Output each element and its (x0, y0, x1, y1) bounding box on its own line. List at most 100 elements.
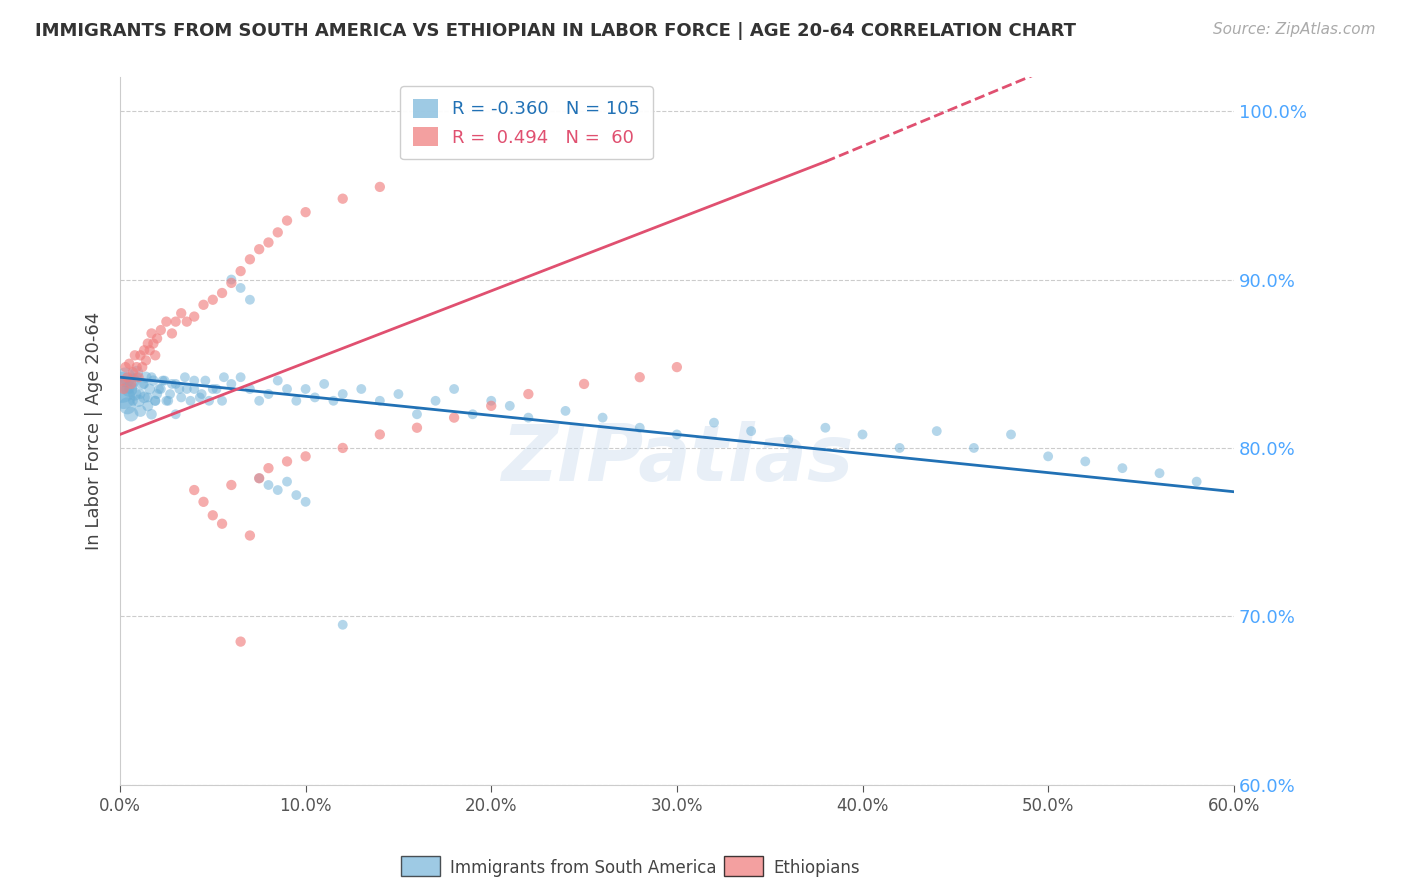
Point (141, 370, 163, 384)
Point (129, 348, 152, 362)
Point (461, 407, 484, 421)
Point (276, 382, 298, 396)
Point (406, 421, 429, 435)
Point (135, 370, 157, 384)
Point (118, 357, 141, 371)
Point (136, 399, 159, 413)
Point (294, 495, 316, 509)
Point (157, 393, 180, 408)
Point (257, 235, 280, 250)
Y-axis label: In Labor Force | Age 20-64: In Labor Force | Age 20-64 (86, 312, 103, 550)
Point (229, 370, 252, 384)
Text: Source: ZipAtlas.com: Source: ZipAtlas.com (1212, 22, 1375, 37)
Point (176, 382, 198, 396)
Point (124, 348, 146, 362)
Point (1111, 461, 1133, 475)
Point (332, 441, 354, 455)
Point (201, 382, 224, 396)
Point (479, 399, 502, 413)
Point (136, 391, 159, 405)
Point (703, 416, 725, 430)
Point (148, 382, 170, 396)
Point (425, 393, 447, 408)
Point (294, 205, 316, 219)
Point (114, 360, 136, 375)
Point (1185, 475, 1208, 489)
Point (285, 488, 308, 502)
Point (132, 391, 155, 405)
Point (183, 382, 205, 396)
Point (124, 387, 146, 401)
Point (193, 298, 215, 312)
Point (889, 441, 911, 455)
Point (117, 399, 139, 413)
Point (1074, 454, 1097, 468)
Point (851, 427, 873, 442)
Point (479, 393, 502, 408)
Point (406, 407, 429, 421)
Point (155, 393, 177, 408)
Point (152, 374, 174, 388)
Point (201, 293, 224, 307)
Point (118, 382, 141, 396)
Point (1000, 427, 1022, 442)
Point (229, 634, 252, 648)
Point (205, 382, 228, 396)
Point (740, 424, 762, 438)
Point (174, 370, 197, 384)
Point (572, 376, 595, 391)
Point (368, 180, 391, 194)
Point (170, 306, 193, 320)
Point (112, 382, 135, 396)
Point (239, 528, 262, 542)
Point (332, 387, 354, 401)
Point (142, 374, 165, 388)
Point (267, 483, 290, 497)
Point (132, 343, 155, 358)
Point (665, 427, 688, 442)
Point (665, 360, 688, 375)
Point (257, 478, 280, 492)
Point (350, 382, 373, 396)
Point (247, 242, 270, 256)
Point (183, 483, 205, 497)
Point (304, 391, 326, 405)
Point (179, 393, 201, 408)
Point (120, 407, 142, 421)
Text: Immigrants from South America: Immigrants from South America (450, 859, 717, 877)
Point (142, 336, 165, 351)
Point (294, 382, 316, 396)
Point (165, 407, 187, 421)
Point (141, 326, 163, 341)
Point (332, 617, 354, 632)
Point (198, 393, 221, 408)
Point (211, 285, 233, 300)
Point (117, 370, 139, 384)
Point (229, 281, 252, 295)
Point (141, 407, 163, 421)
Point (276, 213, 298, 227)
Point (138, 382, 160, 396)
Point (592, 410, 614, 425)
Point (132, 376, 155, 391)
Point (221, 272, 243, 286)
Point (169, 382, 191, 396)
Point (146, 387, 169, 401)
Point (190, 387, 212, 401)
Point (114, 370, 136, 384)
Point (368, 427, 391, 442)
Point (368, 393, 391, 408)
Text: Ethiopians: Ethiopians (773, 859, 860, 877)
Point (153, 374, 176, 388)
Point (138, 343, 160, 358)
Point (122, 393, 145, 408)
Point (778, 433, 800, 447)
Point (1036, 450, 1059, 464)
Point (143, 348, 166, 362)
Point (517, 387, 540, 401)
Point (136, 336, 159, 351)
Point (201, 508, 224, 523)
Point (221, 276, 243, 290)
Text: ZIPatlas: ZIPatlas (501, 421, 853, 498)
Point (160, 326, 183, 341)
